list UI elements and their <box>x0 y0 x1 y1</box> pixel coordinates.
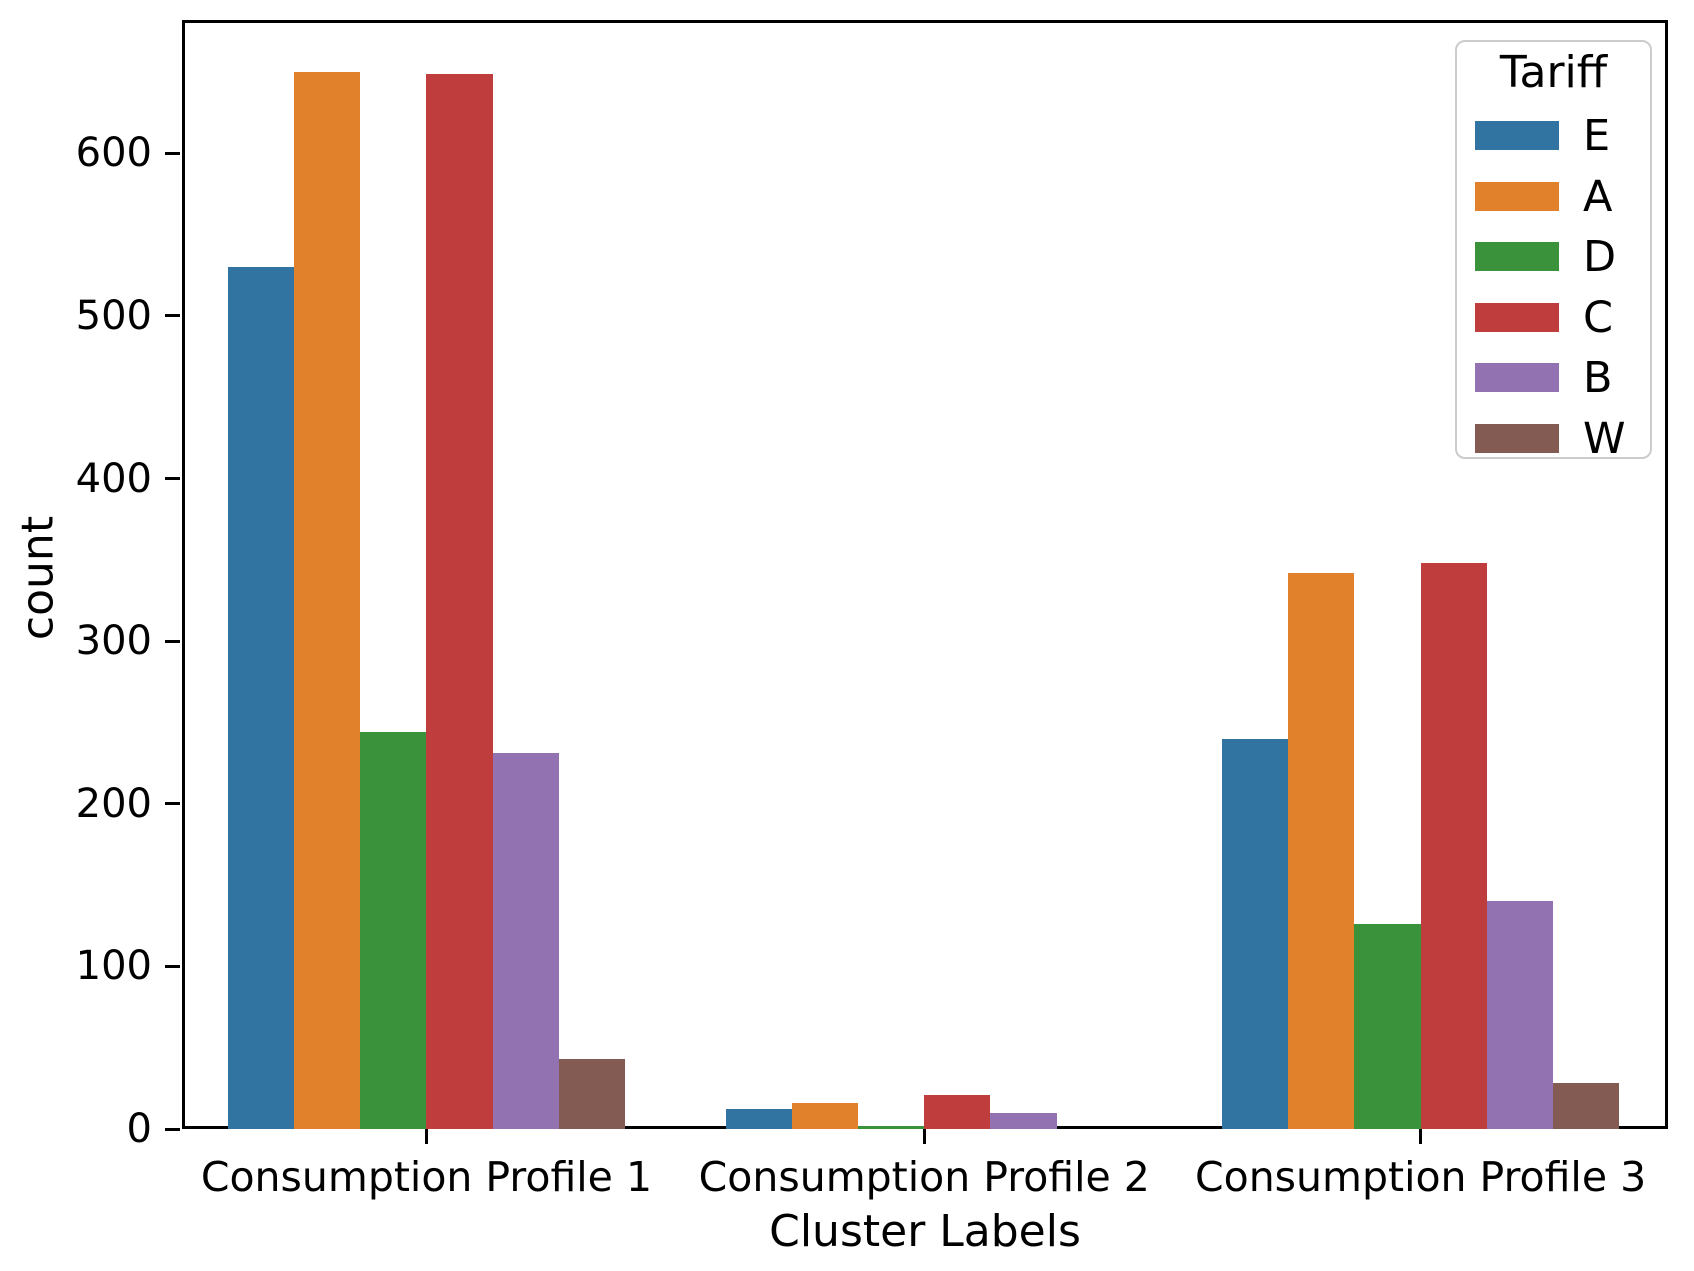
y-tick-label-200: 200 <box>75 780 152 827</box>
legend-row-W: W <box>1457 409 1650 469</box>
x-tick-label-1: Consumption Profile 1 <box>200 1153 653 1201</box>
bar-E-category-2 <box>725 1109 792 1129</box>
y-tick-label-600: 600 <box>75 130 152 177</box>
legend-label-E: E <box>1583 111 1611 161</box>
legend-row-E: E <box>1457 106 1650 166</box>
bar-D-category-3 <box>1354 924 1421 1129</box>
y-tick-label-300: 300 <box>75 618 152 665</box>
y-tick-mark-500 <box>165 314 180 318</box>
bar-C-category-1 <box>426 73 493 1129</box>
legend-row-B: B <box>1457 348 1650 408</box>
bar-E-category-1 <box>227 267 295 1129</box>
legend-label-C: C <box>1583 292 1614 343</box>
bar-B-category-1 <box>492 753 559 1129</box>
legend-swatch-C <box>1475 302 1559 332</box>
y-tick-mark-0 <box>165 1127 180 1131</box>
legend-swatch-A <box>1475 181 1559 211</box>
bar-A-category-3 <box>1288 572 1355 1129</box>
y-tick-mark-100 <box>165 964 180 968</box>
bar-D-category-2 <box>858 1125 925 1129</box>
bar-A-category-2 <box>791 1102 859 1129</box>
y-tick-mark-600 <box>165 151 180 155</box>
legend-row-D: D <box>1457 227 1650 287</box>
legend-swatch-W <box>1475 423 1559 453</box>
y-tick-label-400: 400 <box>75 455 152 502</box>
legend-title: Tariff <box>1499 47 1608 98</box>
x-axis-label: Cluster Labels <box>769 1206 1081 1257</box>
legend-row-C: C <box>1457 288 1650 348</box>
x-tick-mark-2 <box>922 1129 926 1144</box>
legend-label-W: W <box>1583 413 1626 464</box>
legend-swatch-E <box>1475 121 1559 150</box>
bar-C-category-2 <box>924 1094 991 1129</box>
y-tick-label-100: 100 <box>75 943 152 990</box>
y-tick-label-500: 500 <box>75 292 152 339</box>
bar-E-category-3 <box>1221 738 1289 1129</box>
y-tick-mark-200 <box>165 802 180 806</box>
x-tick-mark-3 <box>1419 1129 1423 1144</box>
bar-A-category-1 <box>294 72 361 1129</box>
x-tick-mark-1 <box>424 1129 428 1144</box>
bar-W-category-3 <box>1552 1083 1620 1129</box>
y-tick-mark-400 <box>165 477 180 481</box>
x-tick-label-2: Consumption Profile 2 <box>698 1153 1150 1201</box>
bar-W-category-1 <box>558 1059 626 1129</box>
legend-label-A: A <box>1583 171 1613 222</box>
bar-D-category-1 <box>360 732 427 1129</box>
y-tick-label-0: 0 <box>126 1106 152 1152</box>
legend-swatch-B <box>1475 363 1559 392</box>
bar-B-category-2 <box>990 1112 1057 1129</box>
bar-C-category-3 <box>1420 563 1487 1129</box>
y-tick-mark-300 <box>165 639 180 643</box>
legend-swatch-D <box>1475 242 1559 271</box>
bar-B-category-3 <box>1486 901 1553 1129</box>
x-tick-label-3: Consumption Profile 3 <box>1194 1153 1647 1201</box>
legend-label-B: B <box>1583 353 1613 403</box>
legend-label-D: D <box>1583 232 1617 282</box>
legend-row-A: A <box>1457 167 1650 227</box>
